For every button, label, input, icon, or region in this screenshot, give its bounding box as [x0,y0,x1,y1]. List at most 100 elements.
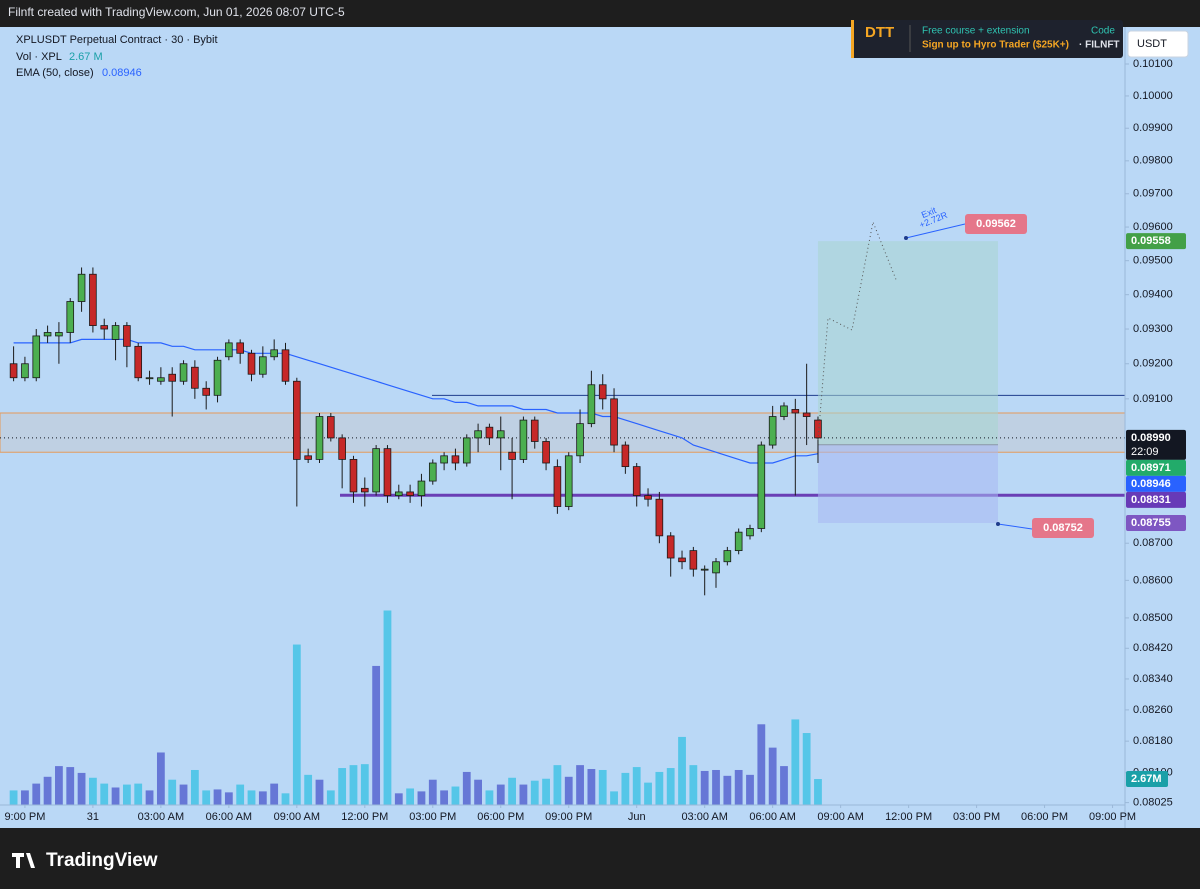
volume-bar [791,719,800,805]
ad-accent [851,20,854,58]
candle-body [723,550,732,563]
candle-body [621,444,630,468]
candle-body [576,423,584,457]
volume-bar [145,790,154,805]
candle-body [700,568,709,571]
projection [817,220,898,441]
volume-bar [451,786,460,805]
volume-bar [89,777,97,805]
candle-body [519,419,528,460]
candle-body [100,325,109,330]
volume-bar [394,793,403,805]
candle-body [394,491,403,496]
x-tick-label: 12:00 PM [885,811,932,823]
logo-text: TradingView [46,850,158,871]
volume-bar [292,644,301,805]
volume-bar [666,768,675,805]
volume-bar [610,791,618,805]
price-badge-label: 0.08971 [1131,462,1171,474]
volume-bar [780,766,788,805]
x-tick-label: 03:00 PM [409,811,456,823]
price-badge [1126,475,1186,492]
volume-bar [372,665,381,805]
y-tick-label: 0.10100 [1133,58,1173,70]
x-tick-label: 09:00 AM [274,811,320,823]
volume-bar [496,784,505,805]
x-tick-label: 12:00 PM [341,811,388,823]
volume-bar [587,769,596,805]
legend-ema: EMA (50, close) [16,67,94,79]
ad-banner[interactable]: DTT Free course + extension Code Sign up… [851,20,1123,58]
candle-body [508,451,516,460]
volume-bar [202,790,211,805]
volume-bar [632,767,641,805]
x-tick-label: 09:00 AM [817,811,863,823]
volume-bar [406,788,415,805]
candle-body [372,448,380,493]
stop-label: 0.08752 [1043,522,1083,534]
x-tick-label: 06:00 AM [749,811,795,823]
candle-body [428,462,437,482]
candle-body [32,335,41,379]
candle-body [134,345,143,379]
volume-bar [462,771,471,805]
candle-body [21,363,29,379]
candle-body [89,273,97,326]
volume-bar [576,765,584,805]
volume-bar [236,784,245,805]
volume-bar [213,789,222,805]
currency-button[interactable]: USDT [1127,30,1189,58]
candle-body [55,332,63,337]
candle-body [689,550,698,570]
x-tick-label: 31 [87,811,99,823]
legend-ema-value: 0.08946 [102,67,142,79]
candle-body [610,398,618,446]
candle-body [587,384,596,425]
candle-body [259,356,267,375]
volume-bar [440,790,449,805]
legend-symbol: XPLUSDT Perpetual Contract · 30 · Bybit [16,34,218,46]
candle-body [440,455,448,464]
candle-body [66,301,75,333]
volume-bar [564,776,573,805]
candle-body [202,387,210,396]
candle-body [406,491,414,496]
volume-bar [122,784,131,805]
y-tick-label: 0.09100 [1133,393,1173,405]
candle-body [666,535,675,559]
candle-body [315,416,324,460]
y-tick-label: 0.08260 [1133,704,1173,716]
x-tick-label: 03:00 PM [953,811,1000,823]
volume-bar [315,779,324,805]
legend-volume: Vol · XPL [16,51,62,63]
candle-body [542,441,550,464]
candle-body [145,377,154,380]
price-badge [1126,429,1186,460]
candle-body [802,412,811,417]
candle-body [281,349,290,382]
volume-bar [360,764,369,805]
logo-mark [12,853,35,868]
candle-body [361,487,369,493]
volume-bar [746,774,754,805]
candle-body [338,437,346,460]
stop-dot [996,522,1000,526]
volume-bar [190,769,199,805]
ad-code: Code [1091,26,1115,37]
legend: XPLUSDT Perpetual Contract · 30 · Bybit … [16,34,218,79]
candle-body [270,349,278,358]
price-badge-label: 0.08946 [1131,478,1171,490]
candle-body [247,352,256,375]
volume-bar [9,790,18,805]
volume-bar [326,790,335,805]
volume-bar [621,772,630,805]
volume-bar [179,784,188,805]
legend-volume-value: 2.67 M [69,51,103,63]
volume-bar [55,766,63,805]
target-connector [905,223,966,239]
candle-body [496,430,505,439]
candle-body [9,363,18,379]
volume-bar [700,770,709,805]
y-tick-label: 0.08180 [1133,735,1173,747]
